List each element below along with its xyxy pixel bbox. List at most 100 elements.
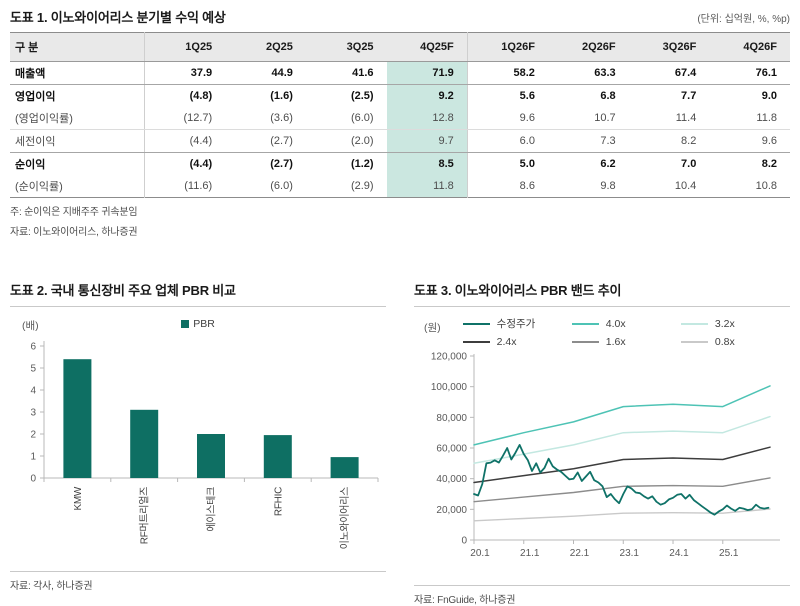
table-row: 매출액 37.9 44.9 41.6 71.9 58.2 63.3 67.4 76.1 <box>10 61 790 85</box>
cell-value: (12.7) <box>144 107 226 130</box>
svg-text:100,000: 100,000 <box>431 382 468 393</box>
pbr-band-line-chart: 0 20,000 40,000 60,000 80,000 100,000 120,000 2… <box>431 352 780 559</box>
table1-unit-note: (단위: 십억원, %, %p) <box>697 14 790 25</box>
svg-text:RFHIC: RFHIC <box>273 487 284 516</box>
table1-header: 도표 1. 이노와이어리스 분기별 수익 예상 (단위: 십억원, %, %p) <box>10 7 790 26</box>
column-header: 1Q25 <box>144 32 226 62</box>
svg-text:4: 4 <box>30 386 36 397</box>
row-label: 영업이익 <box>15 91 56 103</box>
table-header-row: 구 분 1Q25 2Q25 3Q25 4Q25F 1Q26F 2Q26F 3Q26F 4Q26F <box>10 32 790 62</box>
svg-text:23.1: 23.1 <box>620 548 640 559</box>
legend-item-3.2x: 3.2x <box>680 316 790 331</box>
chart3-title: 도표 3. 이노와이어리스 PBR 밴드 추이 <box>414 280 790 307</box>
column-header: 4Q25F <box>386 32 468 62</box>
svg-text:에이스테크: 에이스테크 <box>206 487 218 532</box>
chart2-source: 자료: 각사, 하나증권 <box>10 571 386 592</box>
svg-text:22.1: 22.1 <box>570 548 590 559</box>
cell-value: (2.0) <box>305 129 387 153</box>
legend-line-icon <box>571 322 599 325</box>
svg-text:KMW: KMW <box>73 486 84 510</box>
cell-value: 63.3 <box>547 61 629 85</box>
cell-value: (1.2) <box>350 158 374 170</box>
pbr-legend-swatch-icon <box>181 320 190 328</box>
table-row: (영업이익률) (12.7) (3.6) (6.0) 12.8 9.6 10.7 11.4 11… <box>10 107 790 130</box>
cell-value: 5.0 <box>466 152 548 175</box>
cell-value: 9.2 <box>386 84 468 107</box>
chart3-legend: 수정주가 4.0x 3.2x 2.4x 1.6x 0.8x <box>462 316 790 348</box>
pbr-comparison-chart-block: 도표 2. 국내 통신장비 주요 업체 PBR 비교 (배) PBR 0 1 2 3 4… <box>10 280 386 606</box>
charts-section: 도표 2. 국내 통신장비 주요 업체 PBR 비교 (배) PBR 0 1 2 3 4… <box>10 280 790 606</box>
chart2-y-axis-unit: (배) <box>22 320 39 332</box>
legend-label: 1.6x <box>605 336 626 348</box>
table-row: (순이익률) (11.6) (6.0) (2.9) 11.8 8.6 9.8 10.4 10.8 <box>10 175 790 198</box>
cell-value: 10.7 <box>547 107 629 130</box>
legend-line-icon <box>462 341 490 343</box>
cell-value: 5.6 <box>466 84 548 107</box>
cell-value: 71.9 <box>386 61 468 85</box>
cell-value: 8.2 <box>628 129 710 153</box>
svg-text:이노와이어리스: 이노와이어리스 <box>339 487 351 549</box>
row-label: (영업이익률) <box>10 107 145 130</box>
column-header: 3Q25 <box>305 32 387 62</box>
cell-value: (3.6) <box>225 107 306 130</box>
cell-value: 44.9 <box>225 61 306 85</box>
svg-text:80,000: 80,000 <box>436 413 467 424</box>
svg-text:5: 5 <box>30 364 36 375</box>
cell-value: (4.4) <box>144 152 226 175</box>
cell-value: 7.7 <box>681 90 697 102</box>
chart3-source: 자료: FnGuide, 하나증권 <box>414 585 790 606</box>
column-header: 2Q25 <box>225 32 306 62</box>
table1-source: 자료: 이노와이어리스, 하나증권 <box>10 227 138 238</box>
svg-text:40,000: 40,000 <box>436 474 467 485</box>
row-label: 매출액 <box>10 61 145 85</box>
svg-text:20.1: 20.1 <box>470 548 490 559</box>
table-row: 세전이익 (4.4) (2.7) (2.0) 9.7 6.0 7.3 8.2 9.6 <box>10 129 790 153</box>
cell-value: 11.8 <box>709 107 790 130</box>
cell-value: (2.9) <box>350 180 374 192</box>
cell-value: 11.4 <box>628 107 710 130</box>
table1-section: 도표 1. 이노와이어리스 분기별 수익 예상 (단위: 십억원, %, %p)… <box>10 7 790 238</box>
legend-label: 0.8x <box>714 336 735 348</box>
svg-text:2: 2 <box>30 430 36 441</box>
cell-value: (2.7) <box>270 158 293 170</box>
column-header: 3Q26F <box>628 32 710 62</box>
pbr-legend-label: PBR <box>193 318 215 330</box>
cell-value: 58.2 <box>466 61 548 85</box>
legend-label: 2.4x <box>496 336 517 348</box>
cell-value: 76.1 <box>709 61 790 85</box>
pbr-bar-chart: 0 1 2 3 4 5 6 KMW RF머트리얼즈 에이스테크 RFHIC 이노와이어리스 <box>30 341 379 549</box>
column-header: 2Q26F <box>547 32 629 62</box>
cell-value: (6.0) <box>270 180 293 192</box>
legend-line-icon <box>680 322 708 325</box>
cell-value: 12.8 <box>386 107 468 130</box>
cell-value: 9.0 <box>761 90 777 102</box>
legend-line-icon <box>680 341 708 343</box>
chart2-legend: PBR <box>10 318 386 330</box>
svg-text:120,000: 120,000 <box>431 352 468 363</box>
svg-text:0: 0 <box>461 536 467 547</box>
cell-value: 6.2 <box>600 158 616 170</box>
cell-value: 9.6 <box>709 129 790 153</box>
cell-value: (2.5) <box>350 90 374 102</box>
table-row: 영업이익 (4.8) (1.6) (2.5) 9.2 5.6 6.8 7.7 9.0 <box>10 84 790 107</box>
cell-value: (2.7) <box>225 129 306 153</box>
table-row: 순이익 (4.4) (2.7) (1.2) 8.5 5.0 6.2 7.0 8.2 <box>10 152 790 175</box>
cell-value: (6.0) <box>305 107 387 130</box>
cell-value: 67.4 <box>628 61 710 85</box>
cell-value: 6.0 <box>466 129 548 153</box>
cell-value: 37.9 <box>144 61 226 85</box>
table1-note: 주: 순이익은 지배주주 귀속분임 <box>10 207 138 218</box>
chart2-header: (배) PBR <box>10 316 386 334</box>
cell-value: (11.6) <box>144 175 226 198</box>
svg-text:21.1: 21.1 <box>520 548 540 559</box>
cell-value: 8.2 <box>761 158 777 170</box>
legend-label: 수정주가 <box>496 318 536 330</box>
cell-value: 7.3 <box>547 129 629 153</box>
cell-value: 9.7 <box>386 129 468 153</box>
cell-value: 11.8 <box>386 175 468 198</box>
column-header: 구 분 <box>10 32 145 62</box>
svg-text:3: 3 <box>30 408 36 419</box>
pbr-band-chart-block: 도표 3. 이노와이어리스 PBR 밴드 추이 (원) 수정주가 4.0x 3.2x… <box>414 280 790 606</box>
chart3-y-axis-unit: (원) <box>424 322 441 334</box>
